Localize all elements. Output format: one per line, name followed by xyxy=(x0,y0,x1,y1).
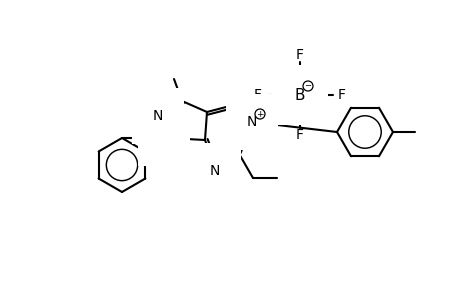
Text: F: F xyxy=(295,48,303,62)
Text: N: N xyxy=(246,115,257,129)
Text: N: N xyxy=(158,131,169,145)
Text: +: + xyxy=(256,110,263,118)
Text: N: N xyxy=(209,164,220,178)
Text: N: N xyxy=(152,109,163,123)
Text: −: − xyxy=(304,82,311,91)
Text: F: F xyxy=(337,88,345,102)
Text: F: F xyxy=(295,128,303,142)
Text: B: B xyxy=(294,88,305,103)
Text: F: F xyxy=(253,88,262,102)
